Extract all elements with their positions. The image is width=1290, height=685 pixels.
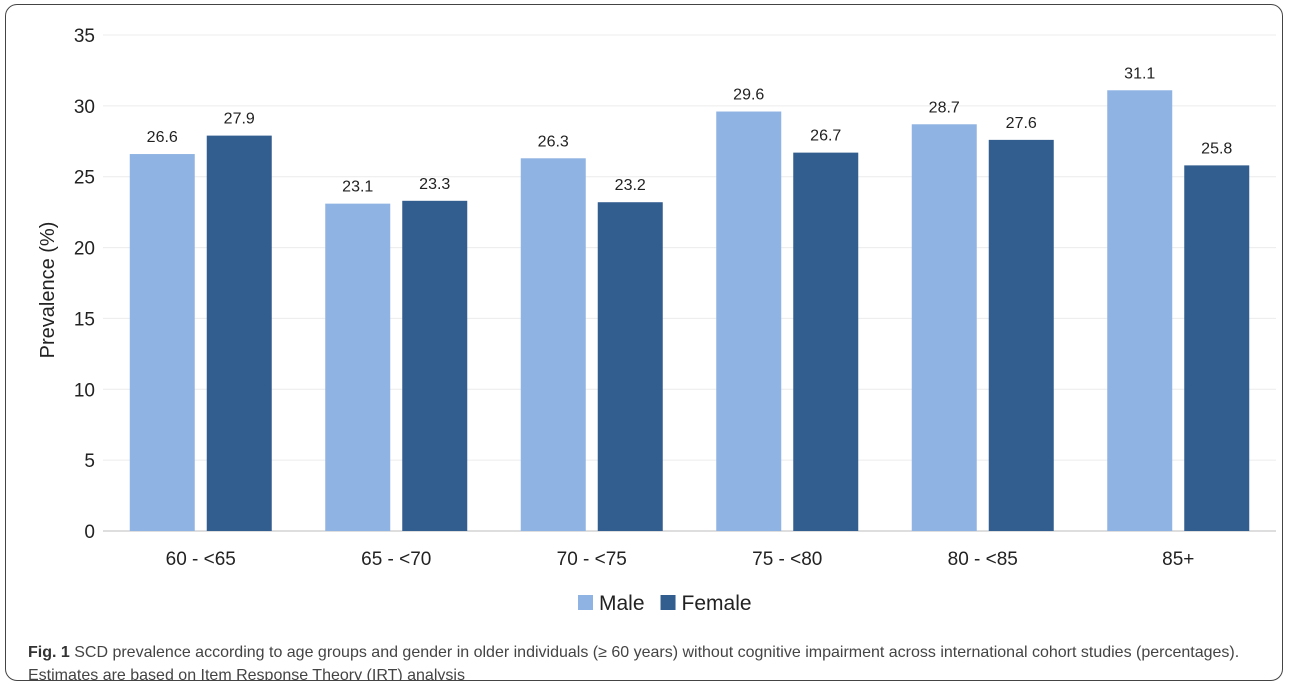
data-label: 28.7: [929, 99, 960, 116]
y-tick-label: 10: [74, 380, 95, 401]
x-axis: 60 - <65 65 - <70 70 - <75 75 - <80 80 - <85…: [166, 549, 1195, 570]
bar-male: [1107, 90, 1173, 532]
x-tick-label: 70 - <75: [557, 549, 627, 570]
bar-female: [597, 202, 663, 532]
legend-swatch-male: [578, 595, 593, 610]
figure-caption: Fig. 1 SCD prevalence according to age g…: [28, 641, 1268, 681]
bar-female: [793, 152, 859, 531]
bar-female: [206, 135, 272, 532]
legend-swatch-female: [660, 595, 676, 610]
y-tick-label: 15: [74, 309, 95, 330]
bar-male: [520, 158, 586, 531]
legend-label-male: Male: [599, 592, 645, 615]
data-label: 23.2: [615, 177, 646, 194]
bar-male: [325, 203, 391, 531]
data-label: 26.3: [538, 133, 569, 150]
y-tick-label: 0: [84, 522, 95, 543]
legend: Male Female: [578, 592, 752, 615]
figure-frame: 0 5 10 15 20 25 30 35 26.6 27.9 23.1 23.3 26.3 23.2 2…: [5, 4, 1283, 681]
data-label: 29.6: [733, 87, 764, 104]
data-label: 26.6: [147, 129, 178, 146]
y-tick-label: 5: [84, 451, 95, 472]
data-label: 26.7: [810, 128, 841, 145]
y-axis: 0 5 10 15 20 25 30 35: [74, 26, 1276, 543]
caption-text: SCD prevalence according to age groups a…: [28, 644, 1240, 681]
y-axis-title: Prevalence (%): [37, 222, 59, 359]
bar-male: [716, 111, 782, 532]
y-tick-label: 35: [74, 26, 95, 47]
bar-female: [988, 139, 1054, 531]
x-tick-label: 75 - <80: [752, 549, 822, 570]
figure-label: Fig. 1: [28, 644, 70, 661]
data-label: 25.8: [1201, 140, 1232, 157]
x-tick-label: 65 - <70: [361, 549, 431, 570]
x-tick-label: 60 - <65: [166, 549, 236, 570]
x-tick-label: 85+: [1162, 549, 1194, 570]
bar-male: [911, 124, 977, 531]
y-tick-label: 25: [74, 168, 95, 189]
bar-female: [402, 200, 468, 531]
data-label: 27.6: [1006, 115, 1037, 132]
data-label: 23.1: [342, 179, 373, 196]
legend-label-female: Female: [682, 592, 752, 615]
data-label: 27.9: [224, 111, 255, 128]
data-label: 31.1: [1124, 65, 1155, 82]
y-tick-label: 30: [74, 97, 95, 118]
data-label: 23.3: [419, 176, 450, 193]
gridlines: [103, 34, 1276, 461]
x-tick-label: 80 - <85: [948, 549, 1018, 570]
bar-male: [129, 154, 195, 532]
bar-female: [1184, 165, 1250, 531]
bars: [129, 90, 1250, 532]
data-labels: 26.6 27.9 23.1 23.3 26.3 23.2 29.6 26.7 28.7 27.6…: [147, 65, 1233, 195]
y-tick-label: 20: [74, 239, 95, 260]
